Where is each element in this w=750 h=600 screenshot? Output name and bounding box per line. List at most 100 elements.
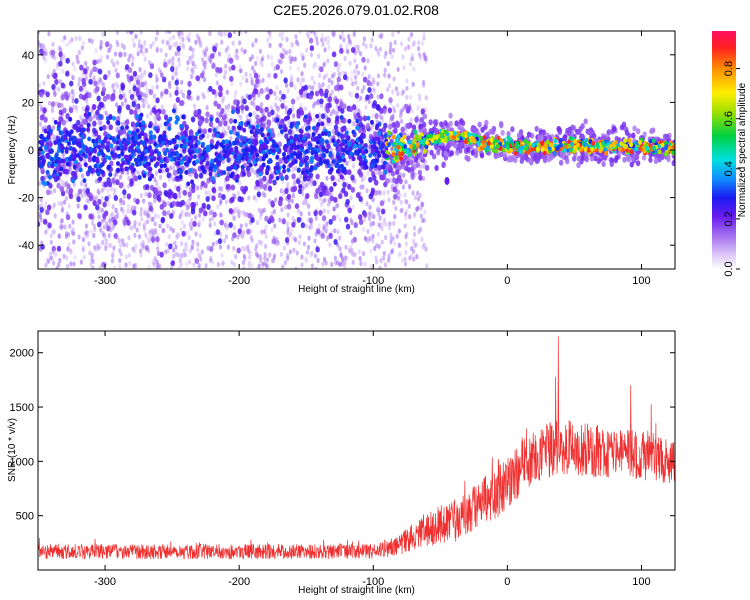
spectrogram-cell bbox=[320, 121, 325, 127]
spectrogram-cell bbox=[267, 72, 272, 79]
spectrogram-cell bbox=[256, 253, 260, 259]
spectrogram-cell bbox=[584, 156, 590, 163]
spectrogram-cell bbox=[333, 110, 338, 116]
spectrogram-cell bbox=[401, 184, 406, 190]
spectrogram-cell bbox=[65, 57, 70, 64]
spectrogram-cell bbox=[453, 142, 458, 149]
spectrogram-cell bbox=[353, 68, 357, 74]
spectrogram-cell bbox=[288, 49, 292, 55]
spectrogram-cell bbox=[420, 201, 424, 207]
spectrogram-cell bbox=[139, 48, 143, 54]
spectrogram-cell bbox=[325, 175, 329, 181]
spectrogram-cell bbox=[293, 133, 298, 139]
spectrogram-cell bbox=[627, 138, 632, 143]
spectrogram-cell bbox=[47, 31, 51, 37]
spectrogram-cell bbox=[205, 111, 210, 118]
spectrogram-cell bbox=[648, 156, 653, 163]
spectrogram-cell bbox=[134, 33, 138, 40]
spectrogram-cell bbox=[177, 57, 181, 63]
spectrogram-cell bbox=[333, 196, 338, 203]
spectrogram-cell bbox=[157, 195, 162, 202]
spectrogram-cell bbox=[95, 243, 100, 249]
spectrogram-cell bbox=[373, 88, 377, 95]
spectrogram-cell bbox=[268, 88, 273, 95]
spectrogram-cell bbox=[351, 120, 355, 126]
spectrogram-cell bbox=[397, 195, 401, 201]
spectrogram-cell bbox=[39, 42, 43, 48]
spectrogram-cell bbox=[193, 103, 197, 109]
spectrogram-cell bbox=[546, 156, 551, 163]
spectrogram-cell bbox=[264, 106, 269, 113]
spectrogram-cell bbox=[348, 39, 352, 45]
spectrogram-cell bbox=[112, 265, 117, 269]
spectrogram-cell bbox=[138, 248, 143, 254]
spectrogram-cell bbox=[325, 107, 330, 114]
spectrogram-cell bbox=[385, 86, 390, 93]
spectrogram-cell bbox=[377, 243, 381, 250]
spectrogram-cell bbox=[129, 180, 134, 187]
spectrogram-cell bbox=[389, 249, 394, 255]
spectrogram-cell bbox=[177, 50, 181, 57]
spectrogram-cell bbox=[88, 250, 92, 256]
spectrogram-cell bbox=[217, 238, 223, 245]
spectrogram-cell bbox=[51, 41, 55, 47]
spectrogram-cell bbox=[39, 163, 44, 169]
spectrogram-cell bbox=[197, 252, 202, 258]
spectrogram-cell bbox=[392, 220, 396, 227]
spectrogram-cell bbox=[204, 117, 209, 124]
spectrogram-cell bbox=[315, 40, 320, 46]
spectrogram-cell bbox=[311, 85, 315, 91]
spectrogram-cell bbox=[137, 43, 141, 49]
spectrogram-cell bbox=[149, 63, 155, 70]
spectrogram-cell bbox=[441, 161, 446, 168]
spectrogram-cell bbox=[127, 235, 131, 241]
spectrogram-cell bbox=[391, 31, 395, 37]
spectrogram-cell bbox=[375, 118, 379, 124]
spectrogram-cell bbox=[179, 88, 183, 95]
spectrogram-cell bbox=[649, 128, 654, 135]
spectrogram-cell bbox=[401, 54, 405, 60]
spectrogram-cell bbox=[97, 138, 102, 144]
spectrogram-cell bbox=[340, 126, 345, 133]
spectrogram-cell bbox=[140, 216, 144, 222]
spectrogram-cell bbox=[405, 78, 409, 84]
spectrogram-cell bbox=[319, 66, 324, 73]
spectrogram-cell bbox=[635, 160, 641, 167]
spectrogram-cell bbox=[265, 262, 269, 269]
spectrogram-cell bbox=[398, 251, 402, 257]
spectrogram-cell bbox=[623, 138, 628, 144]
spectrogram-cell bbox=[405, 94, 409, 100]
spectrogram-cell bbox=[380, 239, 384, 245]
spectrogram-cell bbox=[601, 160, 606, 167]
spectrogram-cell bbox=[291, 215, 295, 221]
spectrogram-cell bbox=[215, 80, 219, 86]
spectrogram-cell bbox=[242, 230, 246, 236]
spectrogram-cell bbox=[339, 47, 344, 54]
spectrogram-cell bbox=[186, 59, 190, 66]
spectrogram-cell bbox=[92, 232, 96, 239]
spectrogram-cell bbox=[143, 69, 147, 75]
spectrogram-cell bbox=[125, 242, 129, 248]
spectrogram-cell bbox=[251, 65, 255, 71]
spectrogram-cell bbox=[365, 94, 370, 101]
spectrogram-cell bbox=[264, 233, 268, 239]
spectrogram-cell bbox=[368, 193, 373, 200]
spectrogram-cell bbox=[233, 118, 238, 124]
spectrogram-cell bbox=[95, 204, 100, 211]
spectrogram-cell bbox=[337, 193, 343, 200]
spectrogram-cell bbox=[409, 56, 413, 62]
spectrogram-cell bbox=[45, 257, 50, 263]
spectrogram-cell bbox=[238, 40, 242, 46]
spectrogram-cell bbox=[388, 45, 393, 51]
spectrogram-cell bbox=[174, 71, 178, 77]
spectrogram-cell bbox=[247, 265, 251, 269]
spectrogram-cell bbox=[92, 66, 97, 73]
spectrogram-cell bbox=[284, 188, 289, 195]
spectrogram-cell bbox=[322, 208, 326, 214]
spectrogram-cell bbox=[411, 190, 415, 196]
spectrogram-cell bbox=[65, 214, 71, 221]
spectrogram-cell bbox=[48, 140, 53, 147]
spectrogram-cell bbox=[105, 54, 110, 60]
spectrogram-cell bbox=[372, 79, 376, 85]
spectrogram-cell bbox=[326, 209, 330, 215]
